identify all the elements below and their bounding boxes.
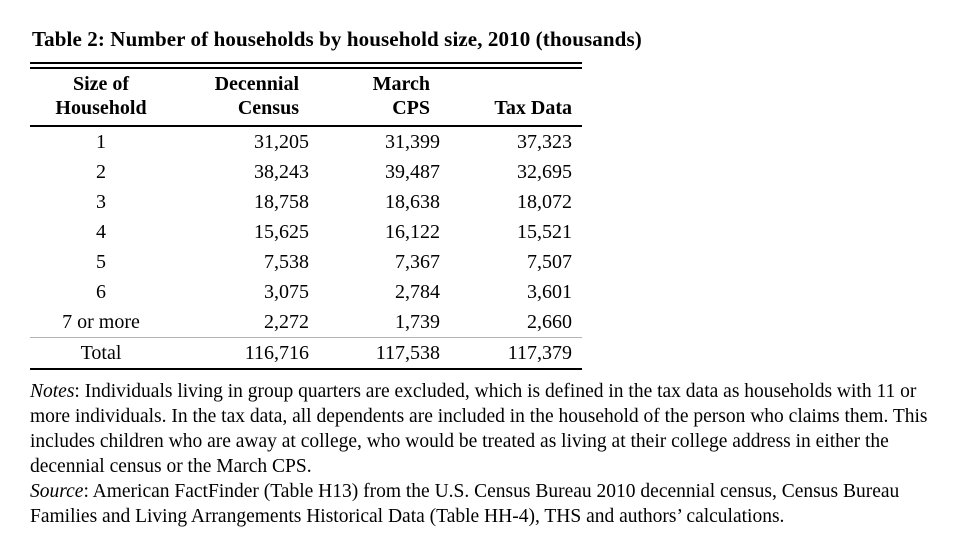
header-line: Decennial	[214, 73, 299, 95]
table-row: 7 or more 2,272 1,739 2,660	[30, 307, 582, 338]
cell-march-cps: 31,399	[385, 130, 440, 153]
notes-label: Notes	[30, 381, 75, 402]
cell-size: 3	[96, 190, 106, 213]
cell-size: 1	[96, 130, 106, 153]
table-row: 6 3,075 2,784 3,601	[30, 277, 582, 307]
cell-march-cps: 16,122	[385, 220, 440, 243]
caption-block: Notes: Individuals living in group quart…	[30, 379, 938, 529]
cell-decennial-census: 7,538	[264, 250, 309, 273]
cell-size: 5	[96, 250, 106, 273]
cell-tax-data: 7,507	[527, 250, 572, 273]
cell-decennial-census: 15,625	[254, 220, 309, 243]
cell-size: 6	[96, 280, 106, 303]
cell-size: 2	[96, 160, 106, 183]
source-text: : American FactFinder (Table H13) from t…	[30, 481, 900, 527]
cell-tax-data: 37,323	[517, 130, 572, 153]
header-row: Size of Household Decennial Census March…	[30, 69, 582, 127]
header-line: March	[372, 73, 430, 95]
cell-tax-data: 3,601	[527, 280, 572, 303]
cell-tax-data: 117,379	[440, 337, 582, 370]
cell-march-cps: 18,638	[385, 190, 440, 213]
data-table: Size of Household Decennial Census March…	[30, 69, 582, 370]
header-line: Tax Data	[494, 97, 572, 119]
households-table: Size of Household Decennial Census March…	[30, 62, 582, 370]
cell-march-cps: 39,487	[385, 160, 440, 183]
notes-paragraph: Notes: Individuals living in group quart…	[30, 379, 938, 479]
cell-decennial-census: 38,243	[254, 160, 309, 183]
table-row: 4 15,625 16,122 15,521	[30, 217, 582, 247]
cell-decennial-census: 31,205	[254, 130, 309, 153]
cell-tax-data: 18,072	[517, 190, 572, 213]
cell-decennial-census: 18,758	[254, 190, 309, 213]
cell-tax-data: 32,695	[517, 160, 572, 183]
cell-decennial-census: 2,272	[264, 310, 309, 333]
table-header: Size of Household Decennial Census March…	[30, 69, 582, 127]
header-line: CPS	[392, 97, 430, 119]
cell-march-cps: 7,367	[395, 250, 440, 273]
header-decennial-census: Decennial Census	[172, 69, 309, 127]
table-title: Table 2: Number of households by househo…	[32, 27, 642, 51]
table-row-total: Total 116,716 117,538 117,379	[30, 337, 582, 370]
cell-march-cps: 2,784	[395, 280, 440, 303]
table-row: 2 38,243 39,487 32,695	[30, 157, 582, 187]
cell-decennial-census: 116,716	[172, 337, 309, 370]
header-line: Household	[55, 97, 147, 119]
cell-size: Total	[30, 337, 172, 370]
cell-tax-data: 15,521	[517, 220, 572, 243]
cell-decennial-census: 3,075	[264, 280, 309, 303]
cell-tax-data: 2,660	[527, 310, 572, 333]
table-row: 3 18,758 18,638 18,072	[30, 187, 582, 217]
table-row: 5 7,538 7,367 7,507	[30, 247, 582, 277]
cell-march-cps: 1,739	[395, 310, 440, 333]
header-tax-data: Tax Data	[440, 69, 582, 127]
cell-size: 7 or more	[62, 310, 140, 333]
source-paragraph: Source: American FactFinder (Table H13) …	[30, 479, 938, 529]
header-size-of-household: Size of Household	[30, 69, 172, 127]
table-row: 1 31,205 31,399 37,323	[30, 126, 582, 157]
source-label: Source	[30, 481, 84, 502]
header-line: Census	[237, 97, 299, 119]
header-line: Size of	[72, 73, 130, 95]
top-double-rule	[30, 62, 582, 69]
notes-text: : Individuals living in group quarters a…	[30, 381, 928, 477]
cell-size: 4	[96, 220, 106, 243]
table-body: 1 31,205 31,399 37,323 2 38,243 39,487 3…	[30, 126, 582, 370]
cell-march-cps: 117,538	[309, 337, 440, 370]
header-march-cps: March CPS	[309, 69, 440, 127]
